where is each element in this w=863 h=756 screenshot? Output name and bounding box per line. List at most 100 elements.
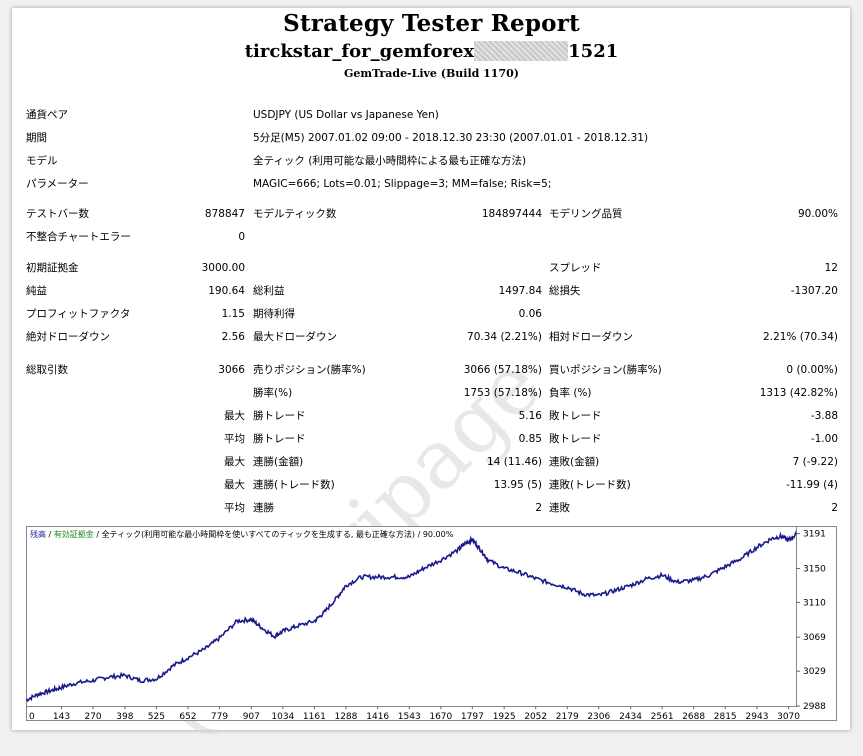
- x-tick-label: 907: [243, 712, 260, 721]
- avg-cons-wins-label: 連勝: [253, 502, 274, 514]
- bars-label: テストバー数: [26, 208, 89, 220]
- x-tick-label: 2943: [746, 712, 769, 721]
- max-dd-value: 70.34 (2.21%): [467, 331, 542, 343]
- quality-label: モデリング品質: [549, 208, 623, 220]
- x-tick-label: 1670: [429, 712, 452, 721]
- avg-cons-wins-value: 2: [535, 502, 542, 514]
- params-label: パラメーター: [26, 178, 89, 190]
- expected-label: 期待利得: [253, 308, 295, 320]
- y-tick-label: 3029: [803, 667, 826, 677]
- x-tick-label: 525: [148, 712, 165, 721]
- report-title: Strategy Tester Report: [283, 10, 580, 37]
- model-value: 全ティック (利用可能な最小時間枠による最も正確な方法): [253, 155, 527, 167]
- rel-dd-value: 2.21% (70.34): [763, 331, 838, 343]
- x-tick-label: 3070: [777, 712, 800, 721]
- x-tick-label: 1543: [398, 712, 421, 721]
- trades-value: 3066: [218, 364, 245, 376]
- x-tick-label: 1925: [493, 712, 516, 721]
- avg-win-value: 0.85: [518, 433, 542, 445]
- x-tick-label: 1416: [366, 712, 389, 721]
- cons-losses-money-value: 7 (-9.22): [792, 456, 838, 468]
- max-loss-value: -3.88: [810, 410, 838, 422]
- trades-label: 総取引数: [26, 364, 68, 376]
- max-word-1: 最大: [224, 410, 245, 422]
- y-tick-label: 3110: [803, 598, 826, 608]
- params-value: MAGIC=666; Lots=0.01; Slippage=3; MM=fal…: [253, 178, 552, 190]
- max-win-label: 勝トレード: [253, 410, 306, 422]
- y-tick-label: 3150: [803, 564, 826, 574]
- plot-area: [26, 526, 797, 707]
- x-tick-label: 2688: [682, 712, 705, 721]
- max-word-2: 最大: [224, 456, 245, 468]
- ticks-value: 184897444: [481, 208, 542, 220]
- max-word-3: 最大: [224, 479, 245, 491]
- x-tick-label: 1034: [271, 712, 294, 721]
- avg-loss-value: -1.00: [810, 433, 838, 445]
- short-value: 3066 (57.18%): [463, 364, 542, 376]
- y-tick-label: 2988: [803, 702, 826, 712]
- avg-cons-losses-value: 2: [831, 502, 838, 514]
- spread-label: スプレッド: [549, 262, 602, 274]
- mismatch-label: 不整合チャートエラー: [26, 231, 131, 243]
- x-tick-label: 398: [116, 712, 133, 721]
- gross-loss-label: 総損失: [549, 285, 581, 297]
- ea-title: tirckstar_for_gemforex 1521: [0, 41, 863, 62]
- net-value: 190.64: [208, 285, 245, 297]
- period-value: 5分足(M5) 2007.01.02 09:00 - 2018.12.30 23…: [253, 132, 649, 144]
- win-label: 勝率(%): [253, 387, 293, 399]
- x-tick-label: 2561: [651, 712, 674, 721]
- x-tick-label: 143: [53, 712, 70, 721]
- avg-word-1: 平均: [224, 433, 245, 445]
- gross-profit-label: 総利益: [253, 285, 285, 297]
- x-tick-label: 2052: [524, 712, 547, 721]
- redacted-account-mask: [474, 41, 569, 61]
- pf-label: プロフィットファクタ: [26, 308, 131, 320]
- pair-label: 通貨ペア: [26, 109, 68, 121]
- avg-cons-losses-label: 連敗: [549, 502, 570, 514]
- quality-value: 90.00%: [797, 208, 838, 220]
- loss-label: 負率 (%): [549, 387, 592, 399]
- x-tick-label: 779: [211, 712, 228, 721]
- cons-wins-money-label: 連勝(金額): [253, 456, 304, 468]
- abs-dd-value: 2.56: [221, 331, 245, 343]
- x-tick-label: 2306: [587, 712, 610, 721]
- y-tick-label: 3069: [803, 633, 826, 643]
- legend-balance: 残高: [30, 530, 46, 539]
- chart-frame: [26, 526, 837, 721]
- abs-dd-label: 絶対ドローダウン: [26, 331, 110, 343]
- ea-name: tirckstar_for_gemforex: [244, 41, 475, 62]
- expected-value: 0.06: [518, 308, 542, 320]
- x-tick-label: 2179: [556, 712, 579, 721]
- net-label: 純益: [26, 285, 47, 297]
- cons-wins-money-value: 14 (11.46): [487, 456, 542, 468]
- avg-win-label: 勝トレード: [253, 433, 306, 445]
- gross-profit-value: 1497.84: [498, 285, 542, 297]
- max-dd-label: 最大ドローダウン: [253, 331, 337, 343]
- account-suffix: 1521: [568, 41, 619, 62]
- loss-value: 1313 (42.82%): [759, 387, 838, 399]
- win-value: 1753 (57.18%): [463, 387, 542, 399]
- pair-value: USDJPY (US Dollar vs Japanese Yen): [253, 109, 439, 121]
- chart-legend: 残高 / 有効証拠金 / 全ティック(利用可能な最小時間枠を使いすべてのティック…: [30, 529, 453, 540]
- cons-profit-label: 連勝(トレード数): [253, 479, 335, 491]
- avg-loss-label: 敗トレード: [549, 433, 602, 445]
- mismatch-value: 0: [238, 231, 245, 243]
- x-tick-label: 270: [84, 712, 101, 721]
- cons-losses-money-label: 連敗(金額): [549, 456, 600, 468]
- cons-loss-label: 連敗(トレード数): [549, 479, 631, 491]
- short-label: 売りポジション(勝率%): [253, 364, 366, 376]
- server-build: GemTrade-Live (Build 1170): [344, 67, 519, 80]
- x-tick-label: 2434: [619, 712, 642, 721]
- x-tick-label: 1288: [334, 712, 357, 721]
- max-loss-label: 敗トレード: [549, 410, 602, 422]
- x-tick-label: 652: [179, 712, 196, 721]
- legend-sep: /: [46, 530, 54, 539]
- model-label: モデル: [26, 155, 58, 167]
- cons-loss-value: -11.99 (4): [785, 479, 838, 491]
- legend-equity: 有効証拠金: [53, 530, 94, 539]
- avg-word-2: 平均: [224, 502, 245, 514]
- x-tick-label: 1161: [303, 712, 326, 721]
- x-tick-label: 0: [29, 712, 35, 721]
- legend-rest: / 全ティック(利用可能な最小時間枠を使いすべてのティックを生成する, 最も正確…: [93, 530, 454, 539]
- deposit-label: 初期証拠金: [26, 262, 79, 274]
